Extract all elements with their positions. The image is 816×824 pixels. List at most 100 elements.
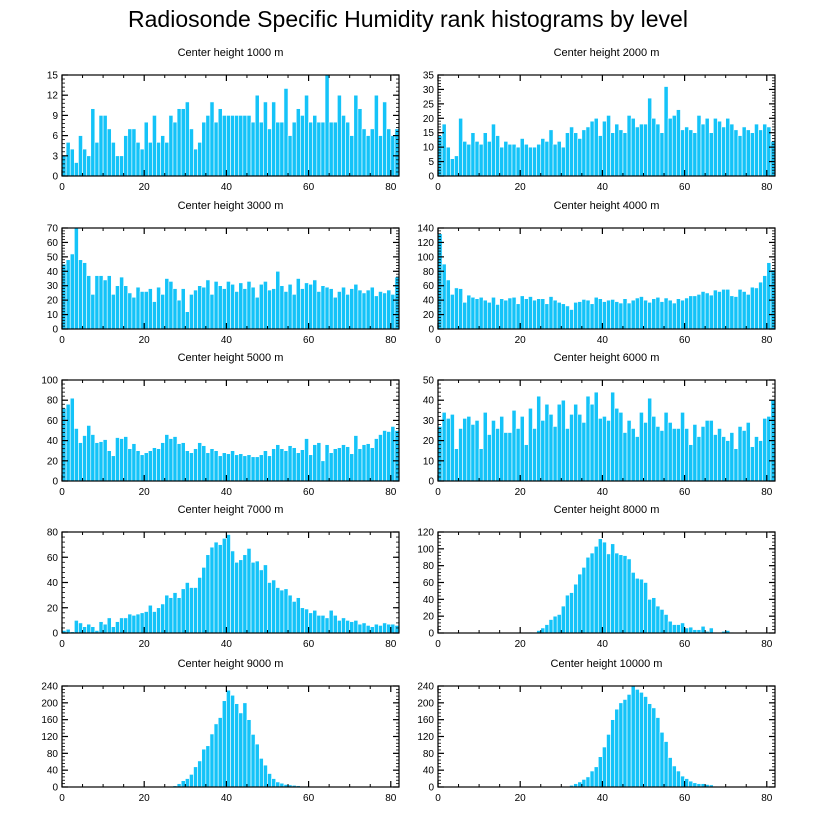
- histogram-bar: [193, 289, 198, 330]
- histogram-bar: [82, 626, 87, 634]
- y-tick-label: 20: [47, 603, 59, 614]
- histogram-bar: [217, 544, 223, 634]
- histogram-bar: [78, 622, 83, 634]
- y-tick-label: 20: [47, 456, 59, 467]
- histogram-bar: [271, 288, 277, 330]
- y-tick-label: 0: [52, 629, 58, 640]
- histogram-bar: [349, 135, 355, 177]
- histogram-bar: [341, 286, 346, 330]
- histogram-bar: [184, 582, 190, 634]
- histogram-bar: [168, 281, 174, 330]
- histogram-bar: [659, 731, 665, 788]
- y-tick-label: 120: [417, 732, 434, 743]
- histogram-bar: [78, 442, 83, 482]
- histogram-bar: [651, 597, 657, 634]
- histogram-bar: [754, 436, 759, 482]
- histogram-bar: [758, 129, 763, 177]
- histogram-bar: [238, 559, 244, 634]
- histogram-bar: [647, 302, 653, 330]
- histogram-bar: [287, 135, 293, 177]
- histogram-bar: [139, 454, 145, 482]
- panel-title: Center height 2000 m: [554, 47, 660, 59]
- histogram-bar: [386, 289, 392, 330]
- histogram-bar: [193, 587, 198, 634]
- histogram-bar: [221, 452, 227, 482]
- histogram-bar: [238, 282, 244, 330]
- histogram-bar: [258, 454, 264, 482]
- histogram-bar: [503, 432, 509, 482]
- histogram-bar: [717, 428, 722, 482]
- histogram-bar: [102, 623, 108, 634]
- histogram-bar: [741, 126, 747, 177]
- histogram-bar: [700, 291, 706, 330]
- histogram-bar: [659, 430, 665, 482]
- histogram-bar: [659, 132, 665, 177]
- x-tick-label: 40: [221, 793, 233, 804]
- histogram-bar: [523, 298, 529, 330]
- histogram-bar: [614, 123, 620, 177]
- histogram-bar: [127, 128, 133, 177]
- y-tick-label: 15: [47, 71, 59, 82]
- plot-frame: [61, 74, 400, 177]
- histogram-bar: [556, 141, 562, 177]
- histogram-bar: [283, 588, 289, 634]
- histogram-bar: [519, 138, 525, 177]
- x-tick-label: 0: [435, 335, 441, 346]
- histogram-bar: [382, 622, 387, 634]
- histogram-bar: [316, 442, 322, 482]
- histogram-bar: [466, 416, 472, 482]
- y-tick-label: 160: [417, 715, 434, 726]
- histogram-bar: [478, 296, 484, 330]
- histogram-bar: [708, 627, 714, 634]
- histogram-bar: [634, 577, 640, 634]
- plot-frame: [61, 227, 400, 330]
- histogram-bar: [328, 288, 334, 330]
- histogram-bar: [659, 609, 665, 634]
- histogram-bar: [614, 708, 620, 788]
- histogram-bar: [700, 123, 706, 177]
- histogram-bar: [655, 605, 661, 634]
- y-tick-label: 40: [47, 436, 59, 447]
- histogram-bar: [263, 450, 268, 482]
- histogram-bar: [390, 426, 396, 482]
- y-tick-label: 160: [41, 715, 58, 726]
- histogram-bar: [581, 422, 587, 482]
- x-tick-label: 60: [679, 793, 691, 804]
- histogram-bar: [209, 546, 215, 634]
- histogram-bar: [597, 418, 603, 482]
- histogram-bar: [197, 577, 203, 634]
- histogram-bar: [312, 279, 318, 330]
- histogram-bar: [172, 288, 178, 330]
- histogram-bar: [374, 94, 379, 177]
- histogram-bar: [115, 437, 120, 482]
- histogram-bar: [90, 294, 96, 330]
- histogram-bar: [275, 270, 281, 330]
- plot-frame: [437, 227, 776, 330]
- y-tick-label: 3: [52, 151, 58, 162]
- histogram-bar: [180, 588, 186, 634]
- y-tick-label: 200: [417, 698, 434, 709]
- x-tick-label: 20: [139, 182, 151, 193]
- histogram-bar: [519, 416, 525, 482]
- histogram-bar: [700, 625, 706, 634]
- histogram-bar: [258, 121, 264, 177]
- histogram-bar: [688, 444, 694, 482]
- histogram-bar: [242, 702, 248, 788]
- histogram-bar: [164, 594, 170, 634]
- histogram-bar: [156, 448, 161, 482]
- histogram-bar: [515, 303, 521, 330]
- histogram-bar: [365, 135, 371, 177]
- histogram-bar: [201, 286, 207, 330]
- histogram-bar: [271, 579, 277, 634]
- histogram-bar: [589, 303, 595, 330]
- histogram-bar: [684, 297, 690, 330]
- histogram-bar: [758, 440, 763, 482]
- y-tick-label: 30: [423, 416, 435, 427]
- panel-5: Center height 5000 m 0 20 40 60 80 0 20 40 60 80 10…: [41, 352, 400, 498]
- histogram-bar: [234, 454, 240, 482]
- y-tick-label: 0: [428, 477, 434, 488]
- histogram-bar: [65, 142, 71, 177]
- histogram-bar: [172, 436, 178, 482]
- histogram-bar: [246, 548, 252, 634]
